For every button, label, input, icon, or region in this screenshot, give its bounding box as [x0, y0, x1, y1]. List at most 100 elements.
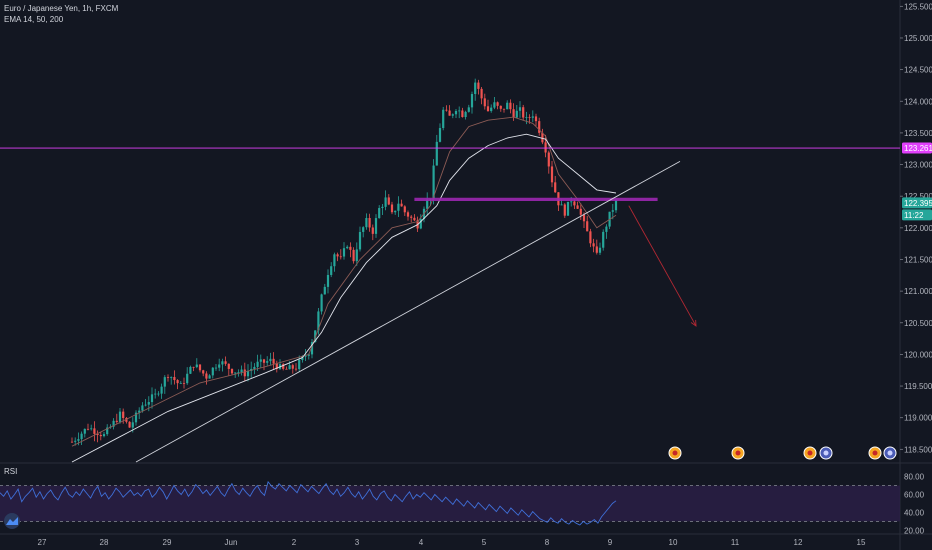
candle-body: [477, 82, 480, 89]
candle-body: [333, 254, 336, 267]
candle-body: [589, 231, 592, 244]
event-flag-icon[interactable]: [731, 446, 745, 460]
candle-body: [243, 369, 246, 377]
price-badge: 122.395: [902, 197, 932, 209]
candle-body: [445, 109, 448, 111]
price-tick-label: 125.000: [904, 34, 932, 43]
price-badge-label: 122.395: [904, 199, 932, 208]
candle-body: [246, 371, 250, 377]
candle-body: [522, 107, 525, 118]
candle-body: [211, 367, 214, 376]
time-tick-label: 10: [669, 538, 678, 547]
indicator-legend[interactable]: EMA 14, 50, 200: [4, 15, 64, 24]
candle-body: [467, 107, 470, 112]
event-flag-dot: [672, 450, 678, 456]
price-axis[interactable]: 125.500 125.000 124.500 124.000 123.500 123.0…: [900, 2, 932, 535]
candle-body: [448, 110, 451, 116]
candle-body: [576, 205, 579, 209]
candle-body: [93, 428, 96, 434]
time-tick-label: 3: [355, 538, 360, 547]
candle-body: [355, 249, 358, 262]
candle-body: [544, 142, 547, 153]
candle-body: [134, 412, 138, 423]
time-tick-label: 28: [100, 538, 109, 547]
candle-body: [550, 166, 554, 183]
candle-body: [128, 421, 131, 428]
time-tick-label: Jun: [225, 538, 238, 547]
candle-body: [173, 377, 176, 381]
candle-body: [554, 182, 557, 193]
event-markers[interactable]: [668, 446, 897, 460]
time-tick-label: 9: [608, 538, 613, 547]
candle-body: [138, 410, 141, 413]
candle-body: [202, 370, 205, 374]
candle-body: [272, 358, 275, 364]
candle-body: [282, 364, 285, 369]
price-tick-label: 120.000: [904, 350, 932, 359]
symbol-legend[interactable]: Euro / Japanese Yen, 1h, FXCM: [4, 4, 119, 13]
candle-body: [387, 197, 390, 205]
candle-body: [611, 210, 614, 212]
event-flag-icon[interactable]: [803, 446, 817, 460]
candle-body: [458, 110, 461, 112]
event-flag-dot: [872, 450, 878, 456]
candle-body: [518, 107, 522, 111]
rsi-tick-label: 80.00: [904, 473, 925, 482]
candle-body: [438, 128, 442, 142]
event-flag-icon[interactable]: [668, 446, 682, 460]
candle-body: [157, 393, 160, 395]
rsi-tick-label: 60.00: [904, 491, 925, 500]
candle-body: [346, 246, 349, 249]
time-tick-label: 5: [482, 538, 487, 547]
candle-body: [512, 109, 515, 118]
candle-body: [298, 360, 301, 370]
candle-body: [141, 405, 144, 411]
candle-body: [378, 208, 381, 219]
time-tick-label: 15: [857, 538, 866, 547]
candle-body: [336, 254, 339, 257]
candle-body: [496, 102, 499, 106]
candle-body: [579, 208, 582, 215]
event-flag-icon[interactable]: [883, 446, 897, 460]
event-flag-icon[interactable]: [868, 446, 882, 460]
candle-body: [595, 246, 598, 253]
candle-body: [586, 221, 589, 232]
rsi-tick-label: 20.00: [904, 526, 925, 535]
candle-body: [362, 227, 365, 232]
time-axis[interactable]: 27 28 29 Jun 2 3 4 5 8 9 10 11 12 15: [38, 538, 866, 547]
price-tick-label: 123.000: [904, 161, 932, 170]
candle-body: [506, 102, 509, 110]
candle-body: [234, 372, 237, 374]
event-flag-icon[interactable]: [819, 446, 833, 460]
price-tick-label: 122.500: [904, 192, 932, 201]
candle-body: [573, 201, 576, 206]
candle-body: [352, 249, 355, 262]
event-flag-dot: [735, 450, 741, 456]
candle-body: [442, 109, 445, 129]
candle-body: [413, 217, 416, 221]
event-flag-dot: [807, 450, 813, 456]
candle-body: [547, 152, 550, 167]
rsi-legend[interactable]: RSI: [4, 467, 18, 476]
price-badge-bg: [902, 209, 932, 221]
candle-body: [592, 243, 595, 247]
candle-body: [531, 116, 534, 118]
candle-body: [144, 404, 147, 406]
candle-body: [502, 108, 506, 110]
candle-body: [301, 356, 304, 361]
candle-body: [474, 82, 477, 95]
candle-body: [125, 417, 128, 422]
price-badge-bg: [902, 142, 932, 154]
candle-body: [102, 434, 106, 437]
tradingview-logo-icon[interactable]: [4, 513, 20, 529]
drawings[interactable]: [0, 147, 900, 463]
price-tick-label: 121.500: [904, 255, 932, 264]
ema-fast-line: [71, 116, 617, 447]
price-badge: 11:22: [902, 209, 932, 221]
candle-body: [371, 227, 374, 234]
candle-body: [342, 248, 346, 257]
rsi-band-fill: [0, 485, 900, 522]
candle-body: [499, 105, 502, 109]
candle-body: [189, 366, 192, 374]
